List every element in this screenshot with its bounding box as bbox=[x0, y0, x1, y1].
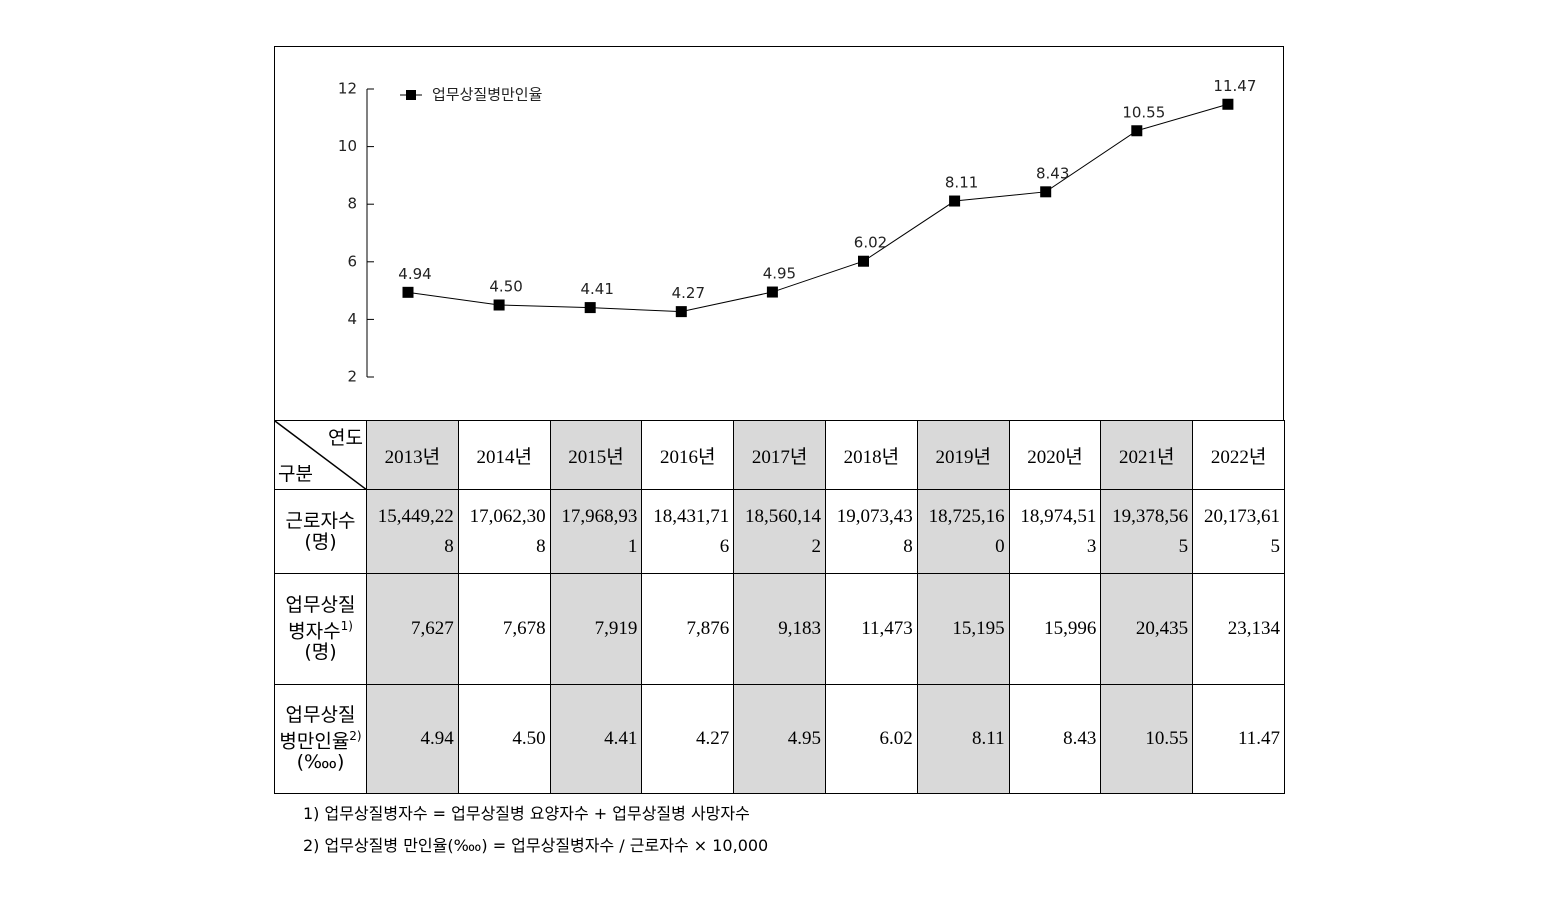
footnote: 2) 업무상질병 만인율(‱) = 업무상질병자수 / 근로자수 × 10,00… bbox=[303, 836, 769, 855]
table-cell: 11.47 bbox=[1192, 684, 1285, 794]
marker bbox=[766, 286, 778, 298]
y-tick-label: 10 bbox=[338, 137, 357, 155]
y-tick-label: 2 bbox=[347, 368, 357, 386]
table-cell: 15,996 bbox=[1008, 573, 1102, 685]
marker bbox=[1131, 125, 1143, 137]
corner-cell: 연도 구분 bbox=[274, 420, 367, 490]
column-header: 2019년 bbox=[916, 420, 1010, 490]
value-label: 11.47 bbox=[1213, 77, 1256, 95]
legend-label: 업무상질병만인율 bbox=[432, 86, 542, 104]
table-row: 업무상질병자수1) (명) 7,627 7,678 7,919 7,876 9,183 11,… bbox=[274, 573, 1285, 685]
table-cell: 18,974,513 bbox=[1008, 489, 1102, 574]
table-cell: 10.55 bbox=[1100, 684, 1194, 794]
value-label: 4.27 bbox=[672, 284, 705, 302]
row-unit: (‱) bbox=[296, 751, 345, 774]
column-header: 2015년 bbox=[549, 420, 643, 490]
row-label: 업무상질병만인율 bbox=[279, 703, 356, 753]
marker bbox=[675, 306, 687, 318]
table-cell: 4.41 bbox=[549, 684, 643, 794]
table-cell: 4.27 bbox=[641, 684, 735, 794]
column-header: 2021년 bbox=[1100, 420, 1194, 490]
footnote: 1) 업무상질병자수 = 업무상질병 요양자수 + 업무상질병 사망자수 bbox=[303, 804, 750, 823]
table-row: 근로자수 (명) 15,449,228 17,062,308 17,968,931 18,… bbox=[274, 489, 1285, 574]
marker bbox=[1222, 98, 1234, 110]
column-header: 2018년 bbox=[824, 420, 918, 490]
table-cell: 7,876 bbox=[641, 573, 735, 685]
table-cell: 11,473 bbox=[824, 573, 918, 685]
value-label: 4.95 bbox=[763, 265, 796, 283]
table-cell: 17,062,308 bbox=[457, 489, 551, 574]
row-note: 2) bbox=[349, 728, 362, 743]
value-label: 8.43 bbox=[1036, 164, 1069, 182]
table-cell: 18,725,160 bbox=[916, 489, 1010, 574]
table-cell: 7,627 bbox=[366, 573, 459, 685]
table-cell: 6.02 bbox=[824, 684, 918, 794]
y-tick-label: 4 bbox=[347, 310, 357, 328]
y-tick-label: 6 bbox=[347, 252, 357, 270]
value-label: 4.94 bbox=[398, 265, 431, 283]
marker bbox=[402, 286, 414, 298]
column-header: 2016년 bbox=[641, 420, 735, 490]
row-note: 1) bbox=[340, 618, 353, 633]
header-row: 연도 구분 2013년 2014년 2015년 2016년 2017년 2018년 2019… bbox=[274, 420, 1285, 490]
corner-top: 연도 bbox=[328, 428, 363, 449]
row-header: 업무상질병만인율2) (‱) bbox=[274, 684, 367, 794]
table-cell: 7,678 bbox=[457, 573, 551, 685]
table-cell: 20,435 bbox=[1100, 573, 1194, 685]
marker bbox=[584, 302, 596, 314]
table-row: 업무상질병만인율2) (‱) 4.94 4.50 4.41 4.27 4.95 6.02 8.1… bbox=[274, 684, 1285, 794]
table-cell: 19,073,438 bbox=[824, 489, 918, 574]
value-label: 8.11 bbox=[945, 174, 978, 192]
table-cell: 17,968,931 bbox=[549, 489, 643, 574]
corner-bottom: 구분 bbox=[278, 464, 313, 485]
row-label: 근로자수 bbox=[285, 509, 356, 532]
row-unit: (명) bbox=[304, 641, 337, 664]
column-header: 2022년 bbox=[1192, 420, 1285, 490]
line bbox=[407, 103, 1229, 313]
row-label: 업무상질병자수 bbox=[285, 593, 356, 643]
value-label: 10.55 bbox=[1122, 103, 1165, 121]
marker bbox=[493, 299, 505, 311]
table-cell: 8.11 bbox=[916, 684, 1010, 794]
row-header: 근로자수 (명) bbox=[274, 489, 367, 574]
value-label: 6.02 bbox=[854, 234, 887, 252]
y-tick-label: 8 bbox=[347, 195, 357, 213]
marker bbox=[949, 195, 961, 207]
y-tick-label: 12 bbox=[338, 80, 357, 98]
table-cell: 23,134 bbox=[1192, 573, 1285, 685]
table-cell: 4.94 bbox=[366, 684, 459, 794]
table-cell: 15,195 bbox=[916, 573, 1010, 685]
table-cell: 8.43 bbox=[1008, 684, 1102, 794]
table-cell: 18,560,142 bbox=[733, 489, 826, 574]
legend-marker bbox=[406, 90, 416, 100]
table-cell: 4.95 bbox=[733, 684, 826, 794]
table-cell: 4.50 bbox=[457, 684, 551, 794]
table-cell: 7,919 bbox=[549, 573, 643, 685]
marker bbox=[858, 255, 869, 267]
value-label: 4.50 bbox=[489, 278, 522, 296]
table-cell: 19,378,565 bbox=[1100, 489, 1194, 574]
table-cell: 9,183 bbox=[733, 573, 826, 685]
column-header: 2017년 bbox=[733, 420, 826, 490]
column-header: 2020년 bbox=[1008, 420, 1102, 490]
row-unit: (명) bbox=[304, 530, 337, 553]
table-cell: 20,173,615 bbox=[1192, 489, 1285, 574]
value-label: 4.41 bbox=[580, 280, 613, 298]
column-header: 2014년 bbox=[457, 420, 551, 490]
row-header: 업무상질병자수1) (명) bbox=[274, 573, 367, 685]
column-header: 2013년 bbox=[366, 420, 459, 490]
marker bbox=[1040, 186, 1052, 198]
table-cell: 15,449,228 bbox=[366, 489, 459, 574]
table-cell: 18,431,716 bbox=[641, 489, 735, 574]
data-table: 연도 구분 2013년 2014년 2015년 2016년 2017년 2018년 2019… bbox=[274, 420, 1285, 794]
diagonal bbox=[275, 421, 367, 490]
frame bbox=[274, 46, 1284, 421]
